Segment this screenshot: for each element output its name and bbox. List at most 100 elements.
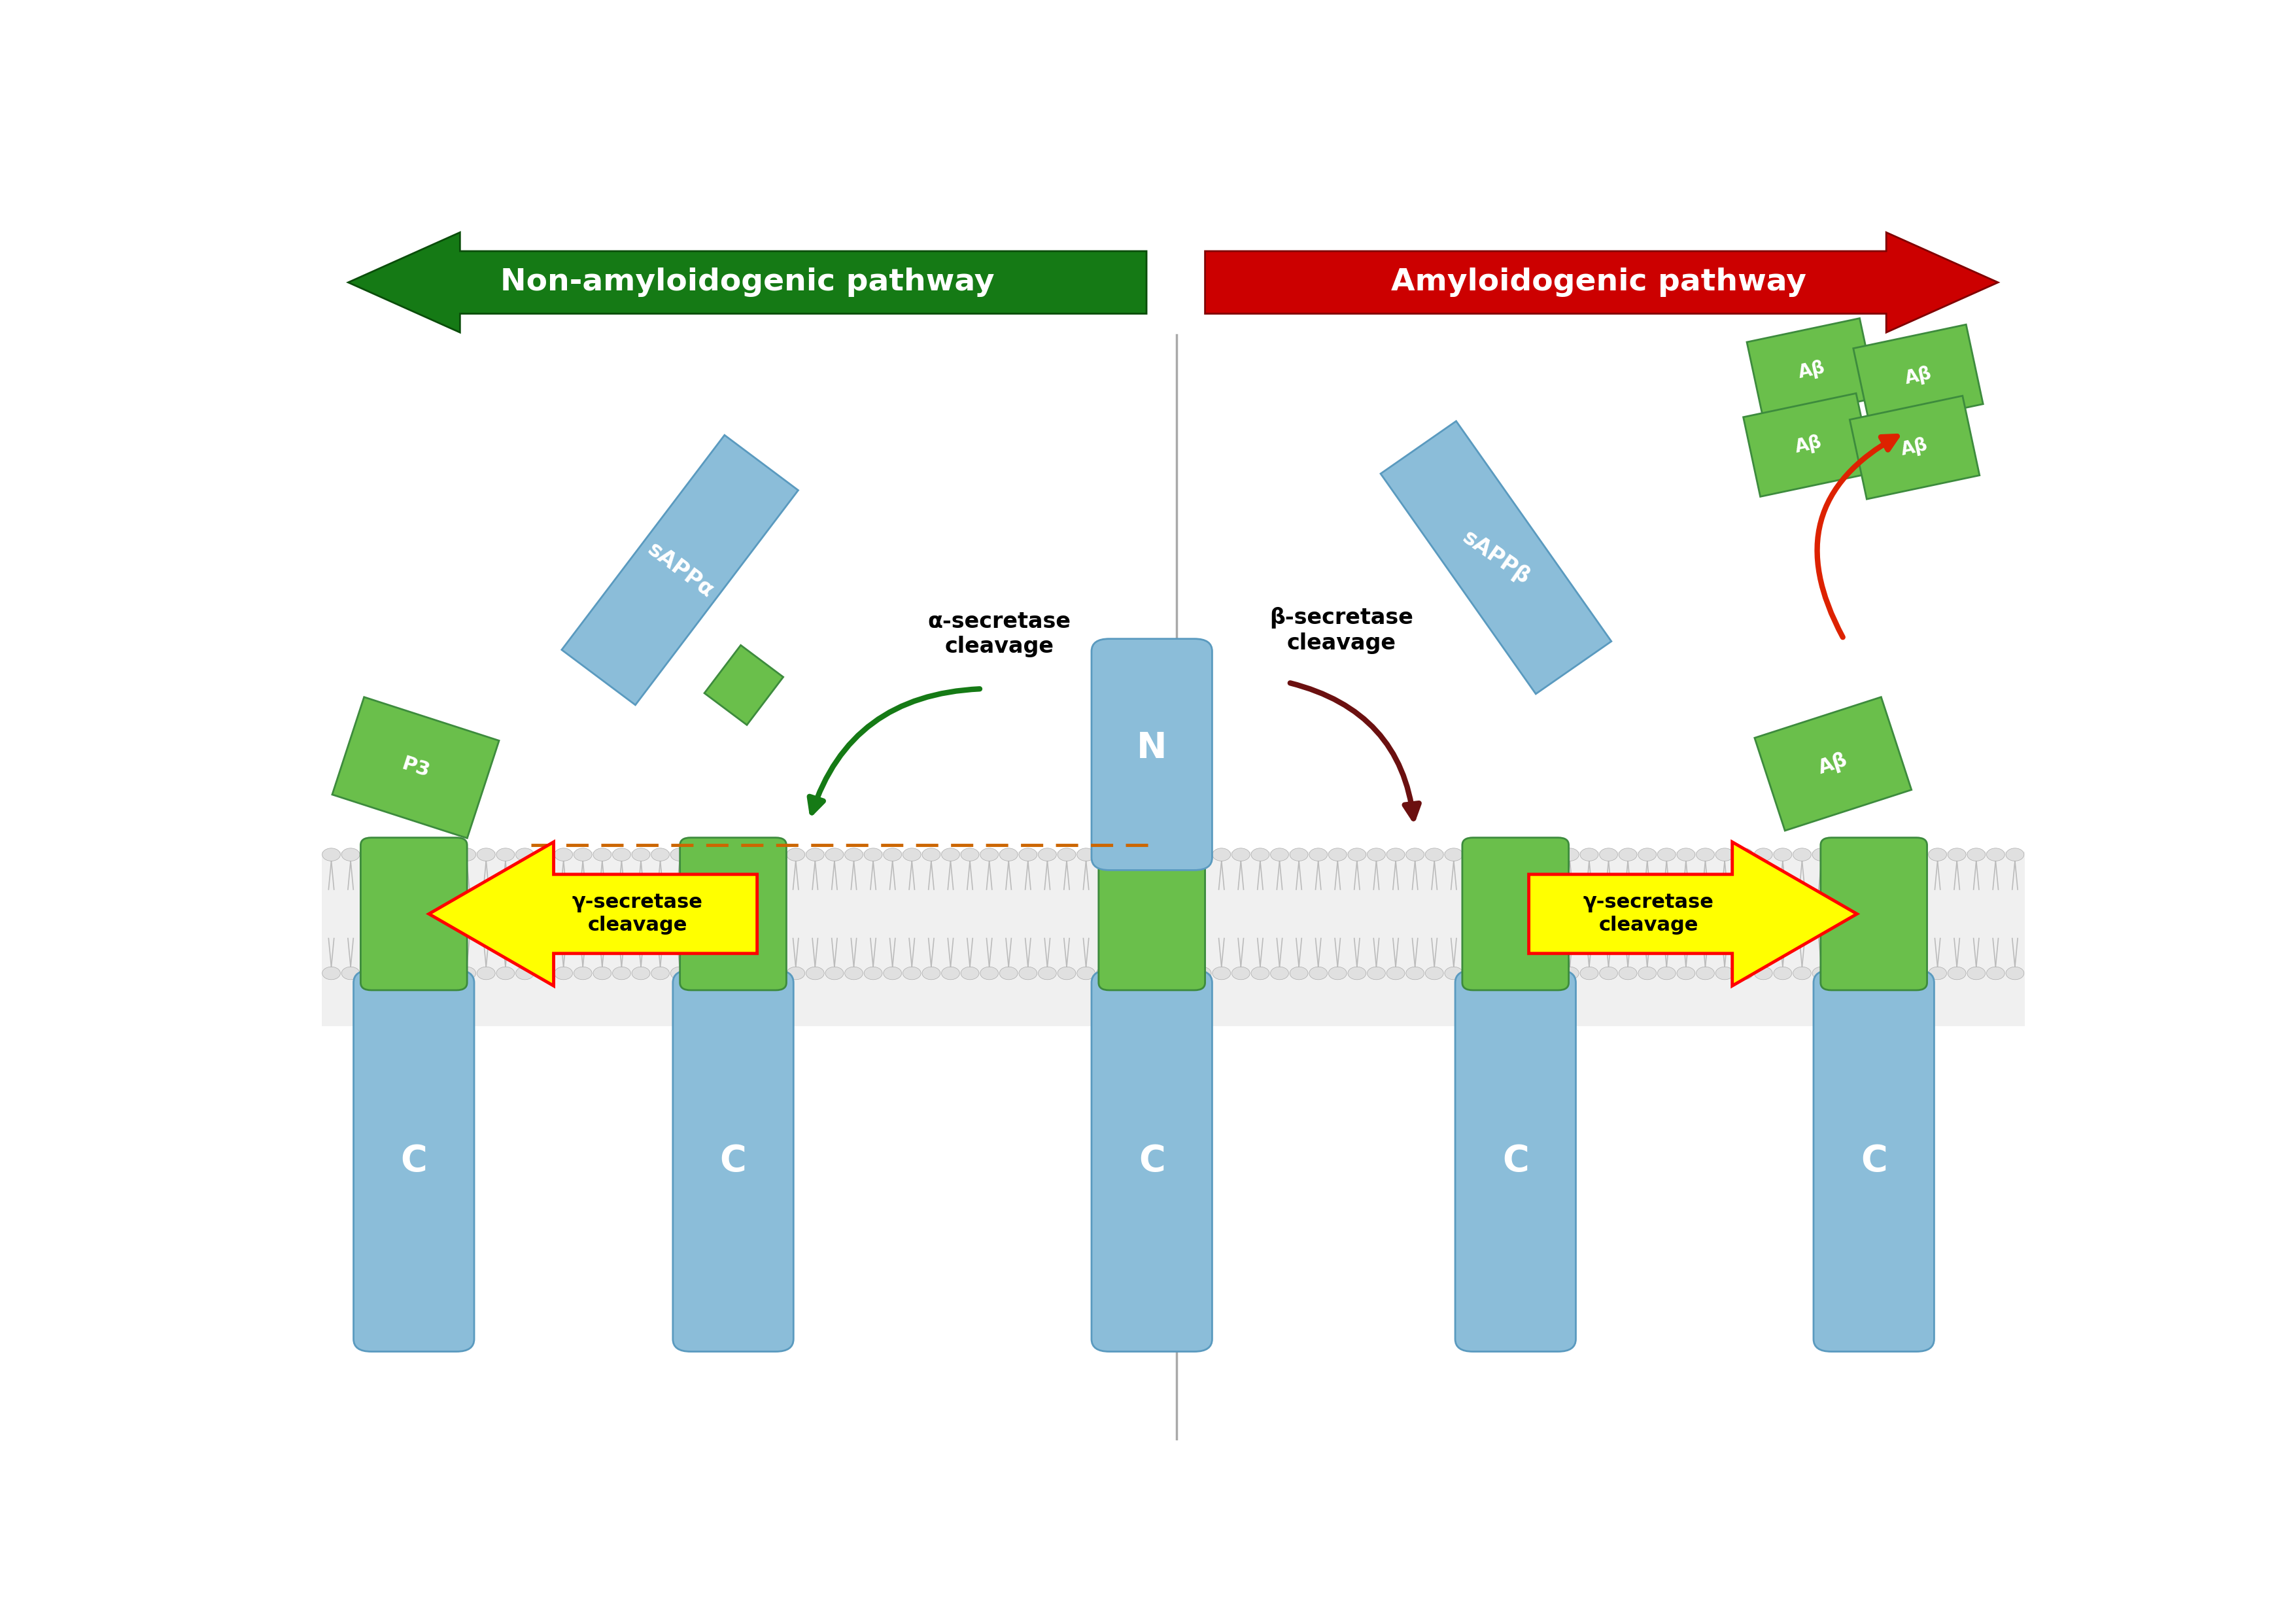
Circle shape [1135,848,1154,861]
Circle shape [1909,848,1927,861]
Bar [320,851,2026,1026]
Circle shape [1426,848,1444,861]
Circle shape [1927,848,1946,861]
Polygon shape [1850,396,1980,499]
Circle shape [1987,966,2005,979]
Circle shape [1753,848,1772,861]
Polygon shape [1747,318,1877,422]
Circle shape [1522,848,1540,861]
Circle shape [1270,966,1289,979]
Circle shape [437,848,456,861]
Circle shape [1039,848,1058,861]
Circle shape [749,966,767,979]
Circle shape [593,848,611,861]
Circle shape [323,966,341,979]
Circle shape [2005,848,2023,861]
Circle shape [1540,966,1559,979]
Circle shape [941,848,959,861]
Text: Amyloidogenic pathway: Amyloidogenic pathway [1392,268,1806,297]
Circle shape [650,848,668,861]
Circle shape [1502,848,1520,861]
Circle shape [1714,966,1733,979]
Text: P3: P3 [398,754,433,781]
Polygon shape [1744,393,1872,497]
Circle shape [1870,966,1888,979]
Circle shape [1000,848,1019,861]
Circle shape [1909,966,1927,979]
Circle shape [515,848,533,861]
Circle shape [863,966,881,979]
Text: Aβ: Aβ [1792,434,1824,456]
Text: Non-amyloidogenic pathway: Non-amyloidogenic pathway [501,268,993,297]
Circle shape [1600,848,1618,861]
Circle shape [1193,966,1211,979]
Circle shape [728,966,746,979]
Circle shape [1405,848,1424,861]
Circle shape [1891,848,1909,861]
Circle shape [1735,848,1753,861]
Circle shape [1076,848,1094,861]
Circle shape [1639,966,1657,979]
Text: α-secretase
cleavage: α-secretase cleavage [927,611,1071,658]
Circle shape [902,848,920,861]
Circle shape [922,848,941,861]
Circle shape [554,848,572,861]
Circle shape [1039,966,1058,979]
Circle shape [980,966,998,979]
Circle shape [767,848,785,861]
Circle shape [380,848,398,861]
Circle shape [1831,848,1850,861]
Circle shape [1000,966,1019,979]
Circle shape [1714,848,1733,861]
Circle shape [1367,966,1385,979]
Circle shape [1966,848,1985,861]
Text: Aβ: Aβ [1797,359,1827,382]
Circle shape [1948,966,1966,979]
Circle shape [1696,848,1714,861]
Circle shape [1522,966,1540,979]
Circle shape [1753,966,1772,979]
Circle shape [1813,848,1831,861]
Circle shape [1174,848,1193,861]
Circle shape [1309,966,1328,979]
Circle shape [632,848,650,861]
Circle shape [806,848,824,861]
Polygon shape [348,232,1147,333]
Circle shape [1465,966,1483,979]
FancyBboxPatch shape [362,838,467,991]
Circle shape [536,966,554,979]
Circle shape [806,966,824,979]
Circle shape [689,966,707,979]
Circle shape [961,848,980,861]
Text: γ-secretase
cleavage: γ-secretase cleavage [1584,893,1714,934]
Circle shape [1367,848,1385,861]
Circle shape [1561,848,1579,861]
Circle shape [1058,966,1076,979]
Circle shape [1657,848,1676,861]
Polygon shape [428,841,758,986]
Circle shape [1657,966,1676,979]
Circle shape [826,966,845,979]
Circle shape [1927,966,1946,979]
Circle shape [1502,966,1520,979]
Text: C: C [1861,1143,1886,1179]
Circle shape [1966,966,1985,979]
Circle shape [1193,848,1211,861]
Circle shape [1405,966,1424,979]
Circle shape [1678,848,1696,861]
Circle shape [961,966,980,979]
Text: γ-secretase
cleavage: γ-secretase cleavage [572,893,703,934]
Circle shape [710,848,728,861]
FancyBboxPatch shape [353,970,474,1351]
Circle shape [1096,966,1115,979]
Text: Aβ: Aβ [1815,750,1850,778]
FancyBboxPatch shape [680,838,787,991]
Circle shape [767,966,785,979]
Circle shape [1387,848,1405,861]
Text: sAPPβ: sAPPβ [1458,526,1534,588]
Circle shape [1115,966,1133,979]
Circle shape [845,848,863,861]
Circle shape [476,966,494,979]
Circle shape [1231,966,1250,979]
FancyBboxPatch shape [1813,970,1934,1351]
